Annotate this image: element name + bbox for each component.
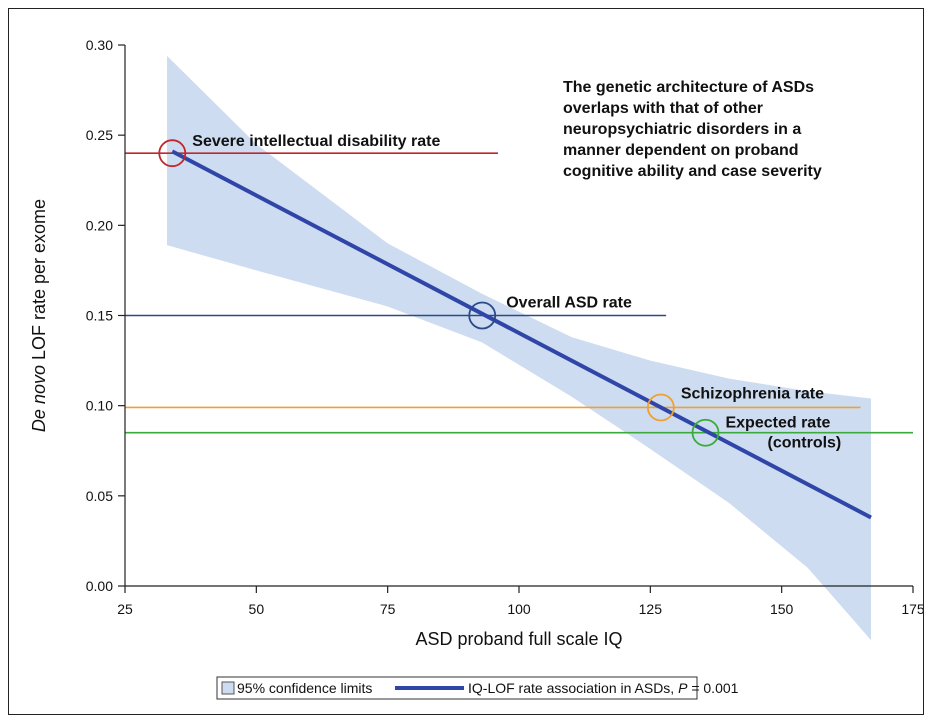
legend-line-text: IQ-LOF rate association in ASDs, [468,680,678,696]
y-tick-label-4: 0.20 [86,217,113,233]
x-tick-label-5: 150 [770,601,794,617]
legend-p-value: = 0.001 [687,680,738,696]
reference-lines [125,152,913,434]
legend-band-swatch [221,681,235,695]
reference-marker-4 [691,418,720,447]
y-axis-title-italic: De novo [29,365,49,432]
annotation-line-4: manner dependent on proband [563,142,799,159]
x-tick-label-0: 25 [117,601,133,617]
x-axis-title: ASD proband full scale IQ [415,629,622,649]
annotation-line-1: The genetic architecture of ASDs [563,79,814,96]
legend: 95% confidence limits IQ-LOF rate associ… [216,676,739,700]
reference-marker-3 [646,393,675,422]
confidence-band [167,55,871,641]
x-tick-label-1: 50 [249,601,265,617]
reference-label-4-line-2: (controls) [767,435,841,452]
reference-marker-2 [468,301,497,330]
reference-label-2: Overall ASD rate [506,295,632,312]
axes: ASD proband full scale IQ De novo LOF ra… [29,37,925,649]
x-tick-label-2: 75 [380,601,396,617]
annotation-line-3: neuropsychiatric disorders in a [563,121,801,138]
annotation-line-2: overlaps with that of other [563,100,763,117]
y-tick-label-1: 0.05 [86,488,113,504]
y-tick-label-6: 0.30 [86,37,113,53]
y-axis-title: De novo LOF rate per exome [29,199,49,432]
chart-frame: Severe intellectual disability rate Overa… [8,8,925,715]
x-tick-label-6: 175 [901,601,923,617]
y-tick-label-5: 0.25 [86,127,113,143]
legend-band-label: 95% confidence limits [237,680,372,696]
chart-svg: Severe intellectual disability rate Overa… [29,37,925,700]
reference-marker-1 [158,139,187,168]
annotation-line-5: cognitive ability and case severity [563,163,822,180]
legend-p-symbol: P [678,680,688,696]
y-axis-title-rest: LOF rate per exome [29,199,49,365]
regression-line [171,149,872,520]
x-tick-label-3: 100 [507,601,531,617]
annotation-block: The genetic architecture of ASDs overlap… [563,79,822,180]
y-tick-label-2: 0.10 [86,398,113,414]
reference-label-3: Schizophrenia rate [681,385,824,402]
y-tick-label-0: 0.00 [86,578,113,594]
y-tick-label-3: 0.15 [86,308,113,324]
reference-label-4-line-1: Expected rate [725,415,830,432]
reference-label-1: Severe intellectual disability rate [192,133,440,150]
legend-line-label: IQ-LOF rate association in ASDs, P = 0.0… [468,680,739,696]
x-tick-label-4: 125 [639,601,663,617]
plot-area: Severe intellectual disability rate Overa… [125,55,913,641]
